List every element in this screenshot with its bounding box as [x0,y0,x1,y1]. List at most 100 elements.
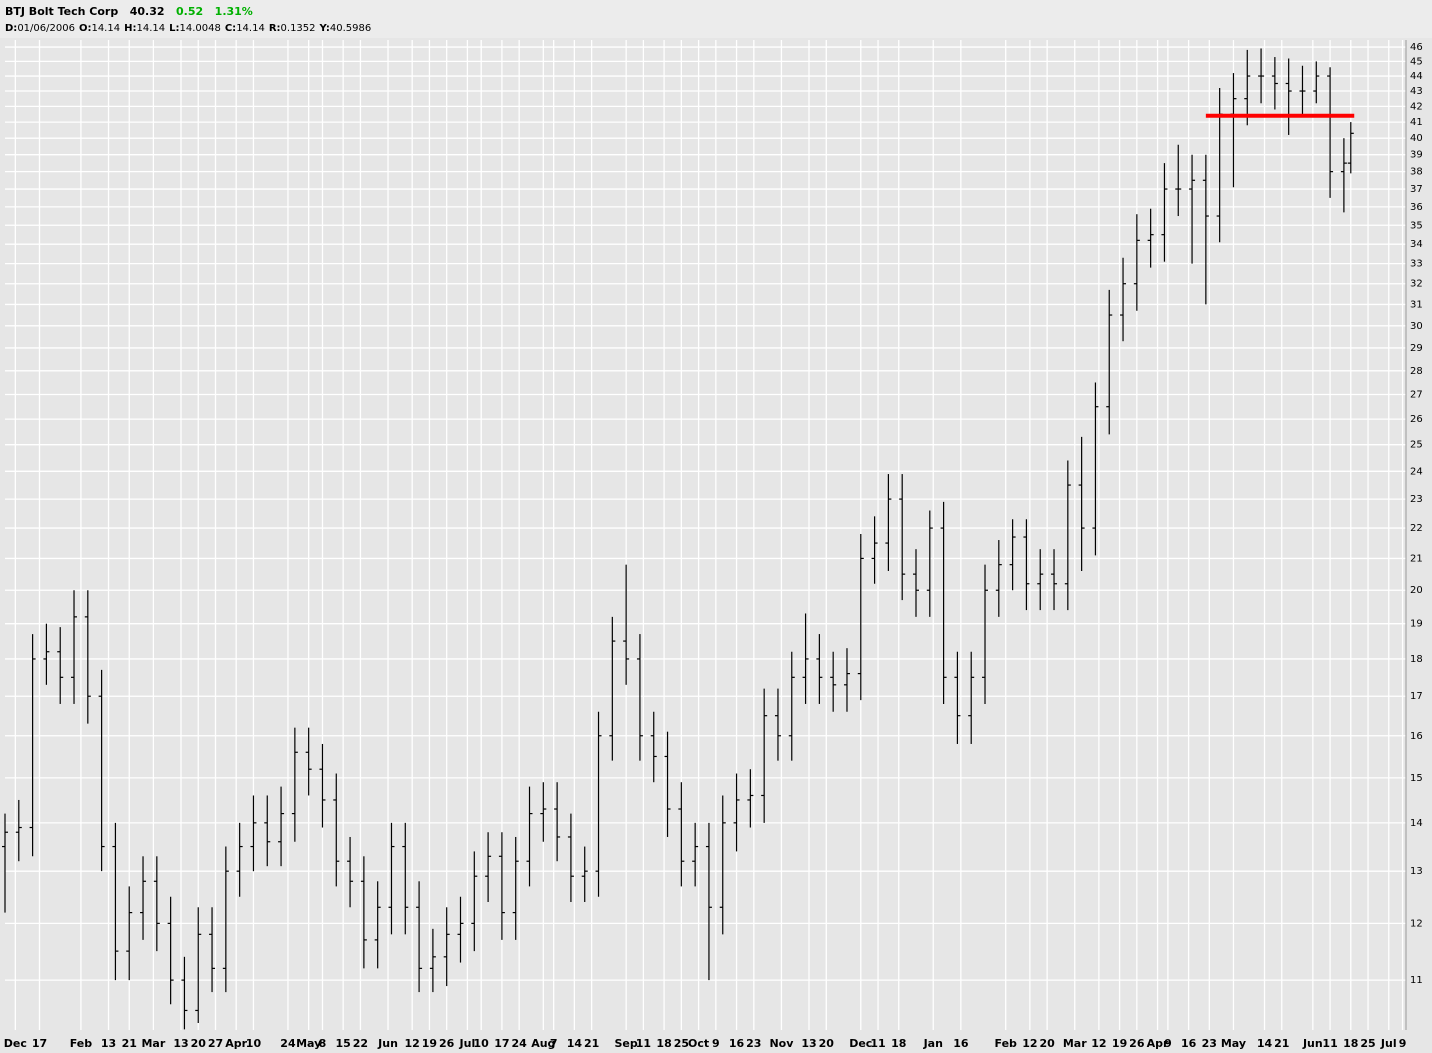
info-label: H: [124,23,137,34]
info-value: 14.0048 [179,23,221,34]
y-tick-label: 21 [1410,553,1423,564]
x-tick-label: 16 [1181,1037,1197,1050]
x-tick-label: 14 [567,1037,583,1050]
x-tick-label: Jul [459,1037,476,1050]
x-tick-label: 12 [1091,1037,1106,1050]
x-tick-label: May [1221,1037,1246,1050]
info-label: L: [169,23,180,34]
x-tick-label: 21 [122,1037,137,1050]
x-tick-label: Aug [531,1037,555,1050]
x-tick-label: 26 [439,1037,455,1050]
info-label: O: [78,23,92,34]
x-tick-label: 13 [101,1037,116,1050]
x-tick-label: Feb [70,1037,93,1050]
x-tick-label: Jun [377,1037,398,1050]
info-label: D: [5,23,18,34]
x-tick-label: Mar [1063,1037,1087,1050]
y-tick-label: 46 [1410,42,1423,53]
x-tick-label: 9 [1164,1037,1172,1050]
info-value: 14.14 [91,23,121,34]
title: BTJ Bolt Tech Corp [5,5,119,18]
y-tick-label: 39 [1410,150,1423,161]
x-tick-label: 9 [1399,1037,1407,1050]
x-tick-label: May [296,1037,321,1050]
y-tick-label: 35 [1410,220,1423,231]
y-tick-label: 43 [1410,86,1423,97]
x-tick-label: Sep [615,1037,638,1050]
last-price: 40.32 [129,5,165,18]
y-tick-label: 23 [1410,494,1423,505]
x-tick-label: 19 [1112,1037,1127,1050]
x-tick-label: 24 [512,1037,528,1050]
x-tick-label: 23 [1202,1037,1217,1050]
x-tick-label: 8 [319,1037,327,1050]
x-tick-label: Nov [769,1037,794,1050]
x-tick-label: 14 [1257,1037,1273,1050]
x-tick-label: Jan [923,1037,943,1050]
y-tick-label: 25 [1410,440,1423,451]
x-tick-label: 11 [636,1037,651,1050]
x-tick-label: 25 [1360,1037,1375,1050]
x-tick-label: 7 [550,1037,558,1050]
x-tick-label: 22 [353,1037,368,1050]
change: 0.52 [176,5,204,18]
x-tick-label: Apr [225,1037,247,1050]
x-tick-label: Dec [4,1037,27,1050]
y-tick-label: 40 [1410,133,1423,144]
x-tick-label: 12 [1022,1037,1037,1050]
y-tick-label: 30 [1410,321,1423,332]
y-tick-label: 24 [1410,466,1423,477]
y-tick-label: 12 [1410,918,1423,929]
x-tick-label: 21 [1274,1037,1289,1050]
x-tick-label: 23 [746,1037,761,1050]
y-tick-label: 15 [1410,773,1423,784]
y-tick-label: 37 [1410,184,1423,195]
y-tick-label: 28 [1410,366,1423,377]
info-value: 14.14 [236,23,265,34]
y-tick-label: 18 [1410,654,1423,665]
y-tick-label: 44 [1410,71,1423,82]
y-tick-label: 32 [1410,279,1423,290]
y-tick-label: 27 [1410,390,1423,401]
y-tick-label: 13 [1410,866,1423,877]
y-tick-label: 34 [1410,239,1423,250]
x-tick-label: Dec [849,1037,872,1050]
info-label: C: [224,23,237,34]
info-row: D:01/06/2006 O:14.14 H:14.14 L:14.0048 C:14.… [5,23,375,34]
y-tick-label: 45 [1410,56,1423,67]
x-tick-label: 10 [246,1037,262,1050]
y-tick-label: 11 [1410,975,1423,986]
x-tick-label: 17 [494,1037,509,1050]
x-tick-label: Apr [1147,1037,1169,1050]
y-tick-label: 16 [1410,731,1423,742]
info-value: 14.14 [136,23,166,34]
title-row: BTJ Bolt Tech Corp 40.32 0.52 1.31% [5,5,253,18]
x-tick-label: 15 [336,1037,351,1050]
x-tick-label: 18 [656,1037,671,1050]
y-tick-label: 29 [1410,343,1423,354]
x-tick-label: 16 [729,1037,745,1050]
info-value: 0.1352 [280,23,316,34]
header: BTJ Bolt Tech Corp 40.32 0.52 1.31% D:01… [0,0,1432,38]
x-tick-label: 18 [891,1037,906,1050]
x-tick-label: 10 [474,1037,490,1050]
y-tick-label: 42 [1410,101,1423,112]
x-tick-label: Jun [1302,1037,1323,1050]
x-tick-label: 11 [870,1037,885,1050]
x-tick-label: 20 [1039,1037,1055,1050]
y-tick-label: 17 [1410,691,1423,702]
x-tick-label: Feb [995,1037,1018,1050]
x-tick-label: Oct [688,1037,709,1050]
x-tick-label: 11 [1322,1037,1337,1050]
info-value: 01/06/2006 [17,23,75,34]
x-tick-label: 16 [953,1037,969,1050]
x-tick-label: 9 [712,1037,720,1050]
y-tick-label: 33 [1410,259,1423,270]
info-label: Y: [319,23,330,34]
x-tick-label: 20 [819,1037,835,1050]
x-tick-label: 13 [801,1037,816,1050]
x-tick-label: Mar [141,1037,165,1050]
x-tick-label: 18 [1343,1037,1358,1050]
info-label: R: [268,23,281,34]
